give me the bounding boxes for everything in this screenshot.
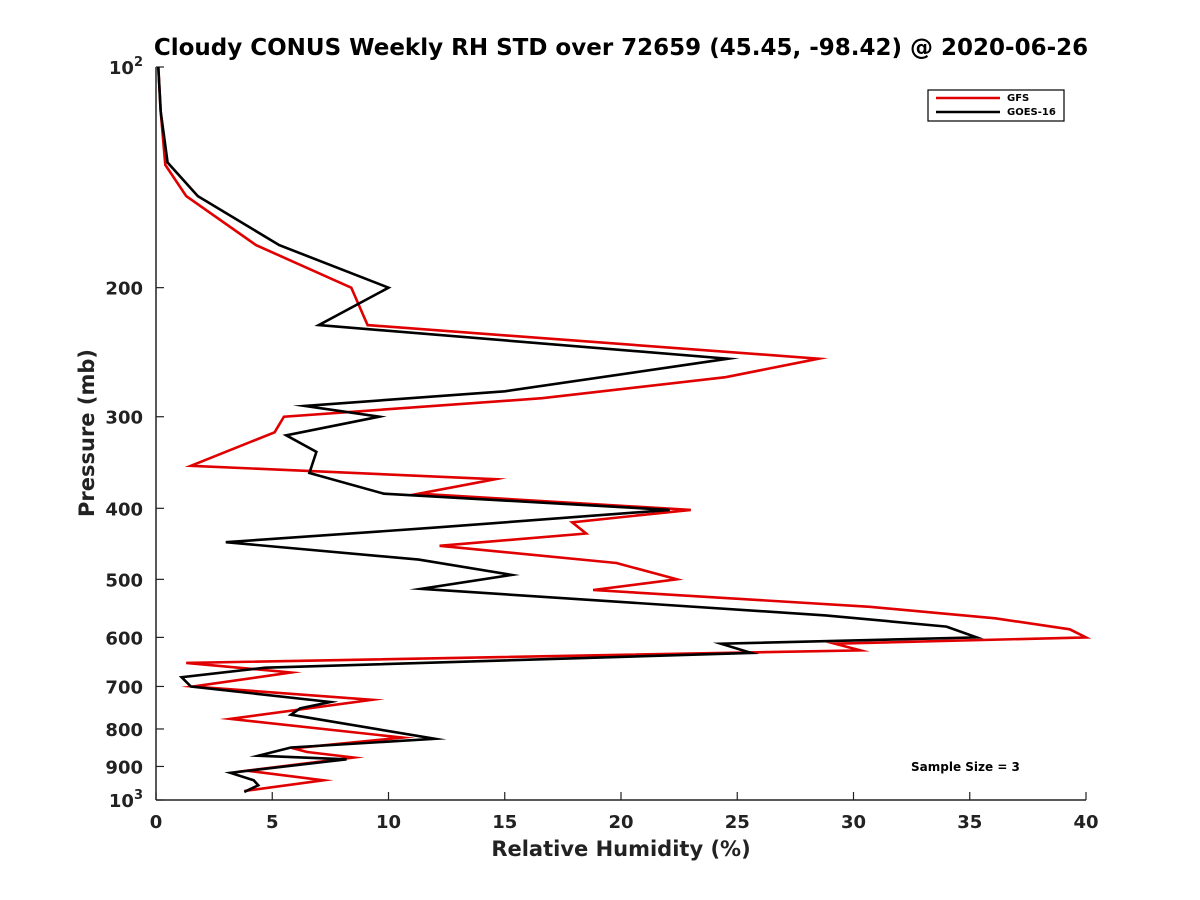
y-tick-label: 102 — [109, 55, 143, 79]
legend-label-goes16: GOES-16 — [1007, 107, 1056, 118]
series-line-goes-16 — [157, 66, 984, 794]
x-tick-label: 0 — [150, 812, 163, 833]
y-tick-label: 500 — [105, 570, 143, 591]
y-tick-exponent: 2 — [134, 55, 143, 70]
x-tick-label: 5 — [266, 812, 279, 833]
series-line-gfs — [157, 66, 1092, 793]
x-tick-label: 20 — [608, 812, 633, 833]
y-axis-label: Pressure (mb) — [75, 349, 99, 517]
x-axis-label: Relative Humidity (%) — [491, 837, 750, 861]
y-tick-exponent: 3 — [134, 788, 143, 803]
legend-label-gfs: GFS — [1007, 93, 1029, 104]
x-tick-label: 30 — [841, 812, 866, 833]
chart-title: Cloudy CONUS Weekly RH STD over 72659 (4… — [154, 35, 1088, 61]
sample-size-note: Sample Size = 3 — [911, 760, 1020, 774]
x-tick-label: 40 — [1073, 812, 1098, 833]
y-tick-label: 200 — [105, 279, 143, 300]
y-tick-base: 10 — [109, 58, 134, 79]
y-tick-label: 300 — [105, 408, 143, 429]
series-layer — [157, 66, 1092, 794]
y-tick-label: 800 — [105, 720, 143, 741]
x-tick-label: 35 — [957, 812, 982, 833]
x-tick-label: 25 — [725, 812, 750, 833]
legend: GFS GOES-16 — [927, 89, 1065, 122]
y-tick-label: 600 — [105, 628, 143, 649]
x-axis-ticks: 0 5 10 15 20 25 30 35 40 — [150, 792, 1099, 833]
x-tick-label: 10 — [376, 812, 401, 833]
x-tick-label: 15 — [492, 812, 517, 833]
legend-box — [927, 89, 1065, 122]
y-tick-label: 103 — [109, 788, 143, 812]
y-tick-base: 10 — [109, 791, 134, 812]
y-tick-label: 900 — [105, 757, 143, 778]
y-tick-label: 700 — [105, 677, 143, 698]
y-tick-label: 400 — [105, 499, 143, 520]
